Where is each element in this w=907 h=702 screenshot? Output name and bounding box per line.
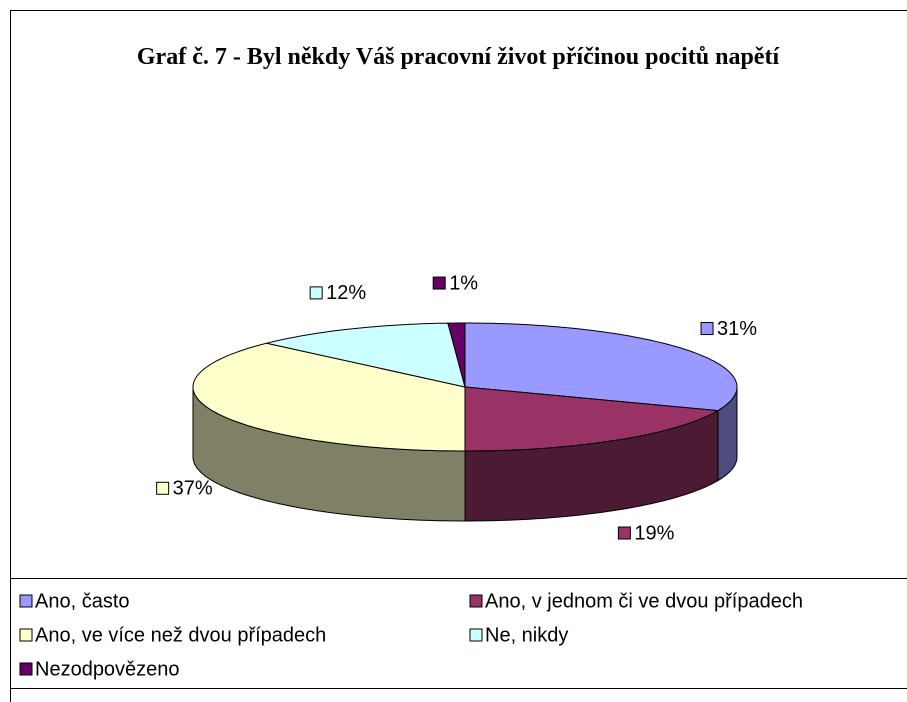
legend-label: Ne, nikdy <box>485 624 568 646</box>
legend-label: Ano, často <box>35 590 130 612</box>
legend-label: Ano, ve více než dvou případech <box>35 624 326 646</box>
legend-swatch <box>469 628 483 642</box>
data-label: 31% <box>717 318 757 340</box>
label-swatch <box>309 286 323 300</box>
slice <box>464 386 720 452</box>
slice <box>266 322 466 388</box>
data-label: 12% <box>326 282 366 304</box>
label-swatch <box>432 276 446 290</box>
data-label: 1% <box>449 272 478 294</box>
legend-swatch <box>19 662 33 676</box>
legend-label: Nezodpovězeno <box>35 658 180 680</box>
slice <box>447 322 466 388</box>
chart-title: Graf č. 7 - Byl někdy Váš pracovní život… <box>136 44 780 70</box>
data-label: 19% <box>634 522 674 544</box>
legend-swatch <box>19 594 33 608</box>
data-label: 37% <box>173 478 213 500</box>
legend-swatch <box>19 628 33 642</box>
label-swatch <box>156 481 170 495</box>
slice <box>464 322 738 412</box>
label-swatch <box>700 322 714 336</box>
slice <box>192 342 466 452</box>
legend-label: Ano, v jednom či ve dvou případech <box>485 590 803 612</box>
label-swatch <box>617 526 631 540</box>
legend-swatch <box>469 594 483 608</box>
